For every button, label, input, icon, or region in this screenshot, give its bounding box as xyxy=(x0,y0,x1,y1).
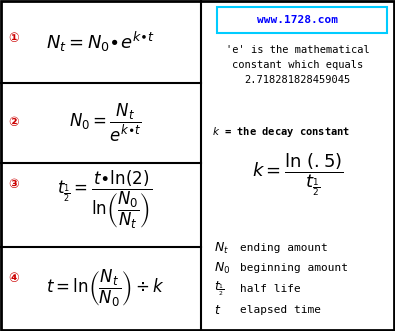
Text: ①: ① xyxy=(8,31,19,44)
Text: half life: half life xyxy=(240,284,301,294)
FancyBboxPatch shape xyxy=(217,7,387,33)
Text: beginning amount: beginning amount xyxy=(240,263,348,273)
Text: elapsed time: elapsed time xyxy=(240,305,321,315)
Text: $t_{\frac{1}{2}}$: $t_{\frac{1}{2}}$ xyxy=(214,280,225,298)
Text: ending amount: ending amount xyxy=(240,243,328,253)
Text: www.1728.com: www.1728.com xyxy=(257,15,339,25)
Text: $N_t = N_0{\bullet}e^{k{\bullet}t}$: $N_t = N_0{\bullet}e^{k{\bullet}t}$ xyxy=(46,30,154,54)
Text: $N_t$: $N_t$ xyxy=(214,240,229,256)
Text: ②: ② xyxy=(8,117,19,129)
Text: ④: ④ xyxy=(8,272,19,285)
Text: $t_{\frac{1}{2}} = \dfrac{t{\bullet}\ln(2)}{\ln\!\left(\dfrac{N_0}{N_t}\right)}$: $t_{\frac{1}{2}} = \dfrac{t{\bullet}\ln(… xyxy=(57,169,152,231)
Text: $k = \dfrac{\ln\,(.5)}{t_{\frac{1}{2}}}$: $k = \dfrac{\ln\,(.5)}{t_{\frac{1}{2}}}$ xyxy=(252,152,344,198)
Text: ③: ③ xyxy=(8,178,19,192)
Text: $t = \ln\!\left(\dfrac{N_t}{N_0}\right) \div k$: $t = \ln\!\left(\dfrac{N_t}{N_0}\right) … xyxy=(46,268,164,309)
Text: $N_0 = \dfrac{N_t}{e^{k{\bullet}t}}$: $N_0 = \dfrac{N_t}{e^{k{\bullet}t}}$ xyxy=(69,102,141,144)
Text: 'e' is the mathematical
constant which equals
2.718281828459045: 'e' is the mathematical constant which e… xyxy=(226,45,370,85)
Text: $k$ = the decay constant: $k$ = the decay constant xyxy=(212,125,350,139)
Text: $N_0$: $N_0$ xyxy=(214,260,230,275)
Text: $t$: $t$ xyxy=(214,304,221,316)
